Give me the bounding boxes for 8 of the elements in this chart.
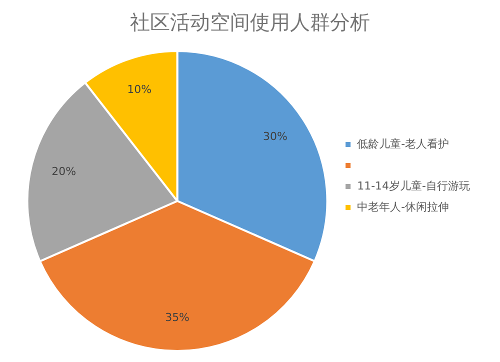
legend-label: 低龄儿童-老人看护 bbox=[357, 137, 450, 150]
data-label: 20% bbox=[52, 165, 76, 178]
legend-label: 中老年人-休闲拉伸 bbox=[357, 200, 450, 214]
legend-label: 11-14岁儿童-自行游玩 bbox=[357, 179, 470, 192]
data-label: 30% bbox=[263, 130, 288, 143]
data-label: 10% bbox=[127, 83, 152, 96]
data-label: 35% bbox=[165, 310, 190, 324]
chart-title: 社区活动空间使用人群分析 bbox=[130, 10, 370, 34]
